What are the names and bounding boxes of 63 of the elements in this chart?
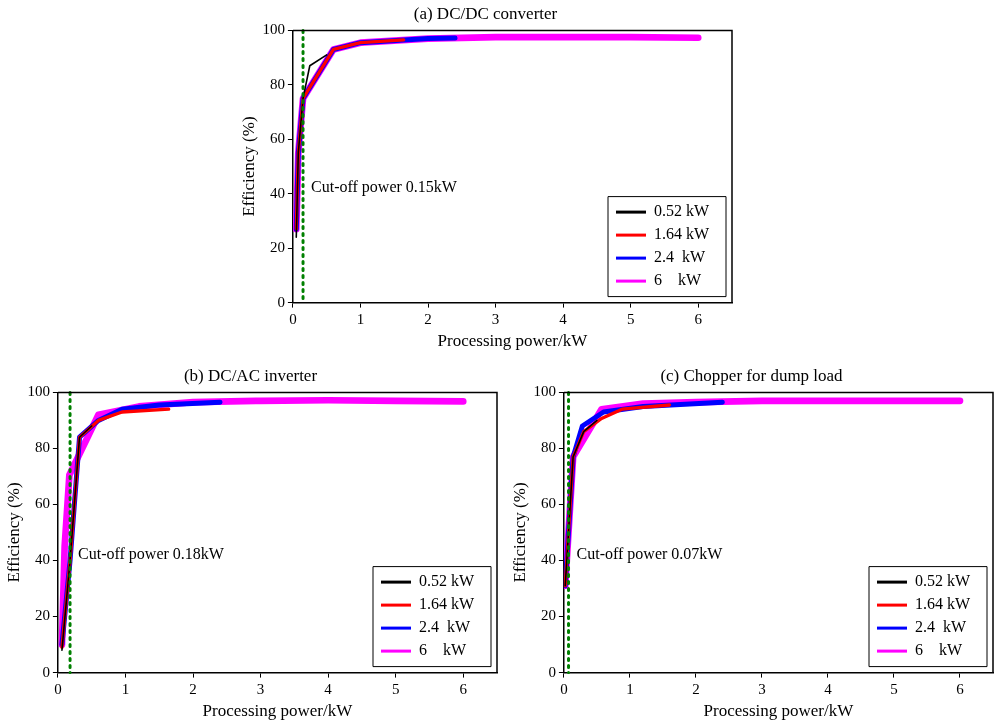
x-tick-label: 0 [560, 680, 568, 697]
y-tick-label: 80 [34, 439, 50, 456]
y-tick-label: 40 [540, 551, 556, 568]
x-tick-label: 4 [324, 680, 333, 697]
y-tick-label: 40 [34, 551, 50, 568]
x-tick-label: 6 [956, 680, 965, 697]
y-tick-label: 20 [540, 607, 556, 624]
legend-label: 0.52 kW [654, 202, 710, 220]
x-tick-label: 5 [890, 680, 898, 697]
x-tick-label: 6 [459, 680, 468, 697]
legend-label: 1.64 kW [654, 225, 710, 243]
legend-label: 0.52 kW [419, 572, 475, 590]
x-tick-label: 1 [356, 310, 365, 327]
legend-label: 1.64 kW [915, 595, 971, 613]
y-tick-label: 20 [34, 607, 50, 624]
x-tick-label: 0 [289, 310, 297, 327]
y-tick-label: 0 [42, 663, 50, 680]
y-tick-label: 100 [533, 383, 556, 400]
y-tick-label: 0 [277, 293, 285, 310]
x-tick-label: 4 [824, 680, 833, 697]
y-tick-label: 20 [269, 239, 285, 256]
ref-line-label: Cut-off power 0.15kW [311, 178, 458, 197]
ref-line-label: Cut-off power 0.07kW [576, 545, 724, 564]
x-axis-title: Processing power/kW [437, 331, 589, 351]
x-tick-label: 2 [189, 680, 197, 697]
chart-title: (a) DC/DC converter [413, 3, 558, 23]
y-tick-label: 60 [34, 495, 50, 512]
x-tick-label: 1 [626, 680, 634, 697]
x-tick-label: 3 [758, 680, 766, 697]
legend-label: 2.4 kW [654, 248, 706, 266]
y-tick-label: 100 [262, 21, 285, 38]
y-tick-label: 40 [269, 184, 285, 201]
chart-title: (c) Chopper for dump load [660, 365, 844, 385]
y-axis-title: Efficiency (%) [238, 116, 258, 217]
x-tick-label: 5 [626, 310, 635, 327]
y-tick-label: 80 [269, 75, 285, 92]
y-tick-label: 60 [269, 130, 285, 147]
x-tick-label: 2 [692, 680, 700, 697]
y-tick-label: 0 [548, 663, 556, 680]
x-axis-title: Processing power/kW [202, 701, 354, 721]
chart-title: (b) DC/AC inverter [183, 365, 318, 385]
x-tick-label: 4 [559, 310, 568, 327]
x-tick-label: 0 [54, 680, 62, 697]
y-axis-title: Efficiency (%) [3, 482, 23, 583]
y-tick-label: 80 [540, 439, 556, 456]
legend-label: 0.52 kW [915, 572, 971, 590]
legend-label: 6 kW [654, 271, 702, 289]
legend-label: 1.64 kW [419, 595, 475, 613]
y-tick-label: 100 [27, 383, 50, 400]
x-tick-label: 1 [121, 680, 130, 697]
ref-line-label: Cut-off power 0.18kW [78, 545, 225, 564]
y-axis-title: Efficiency (%) [509, 482, 529, 583]
legend-label: 6 kW [419, 641, 467, 659]
legend-label: 2.4 kW [419, 618, 471, 636]
x-tick-label: 5 [391, 680, 400, 697]
legend-label: 2.4 kW [915, 618, 967, 636]
x-tick-label: 3 [491, 310, 500, 327]
legend-label: 6 kW [915, 641, 963, 659]
x-tick-label: 3 [256, 680, 265, 697]
x-tick-label: 6 [694, 310, 703, 327]
y-tick-label: 60 [540, 495, 556, 512]
x-axis-title: Processing power/kW [703, 701, 855, 721]
x-tick-label: 2 [424, 310, 432, 327]
